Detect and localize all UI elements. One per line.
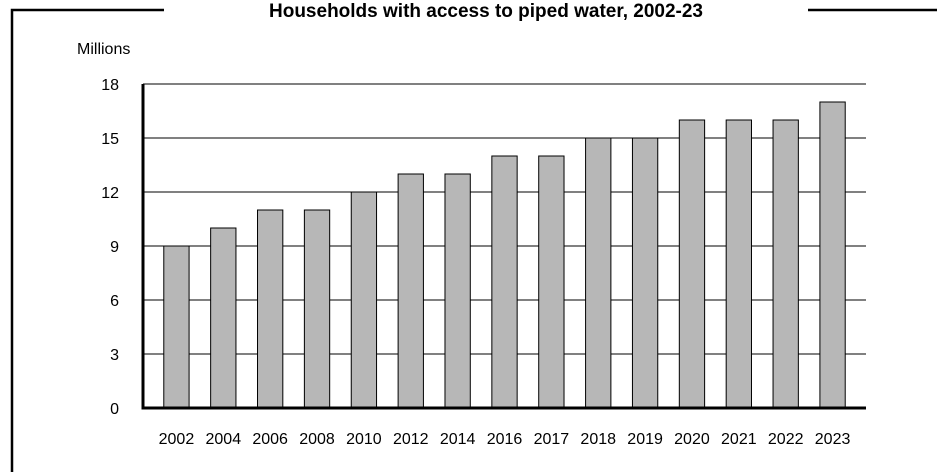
y-tick-labels: 0 3 6 9 12 15 18 [101,77,119,418]
x-tick-label: 2022 [768,431,804,448]
bar-2022 [772,119,799,409]
bar-2020 [678,119,706,409]
bar-2006 [257,209,284,409]
x-tick-label: 2010 [346,431,382,448]
bar-2012 [397,173,424,409]
x-tick-labels: 2002 2004 2006 2008 2010 2012 2014 2016 2017 2018… [159,431,851,448]
bar-2021 [725,119,752,409]
bar-2018 [585,137,612,409]
x-tick-label: 2008 [299,431,335,448]
chart-frame [10,8,937,472]
axes [141,84,866,410]
y-tick-label: 15 [101,131,119,148]
bar-2017 [538,155,565,409]
y-tick-label: 3 [110,347,119,364]
x-tick-label: 2012 [393,431,429,448]
chart-title: Households with access to piped water, 2… [269,1,703,22]
bar-2016 [491,155,518,409]
bar-2023 [819,101,846,409]
y-tick-label: 12 [101,185,119,202]
bars [163,101,846,409]
y-axis-unit-label: Millions [77,41,130,58]
bar-2002 [163,245,190,409]
bar-2014 [444,173,471,409]
x-tick-label: 2006 [252,431,288,448]
bar-2010 [350,191,378,409]
x-tick-label: 2020 [674,431,710,448]
x-tick-label: 2018 [580,431,616,448]
bar-2004 [210,227,237,409]
bar-2019 [631,137,659,409]
x-tick-label: 2021 [721,431,757,448]
y-tick-label: 6 [110,293,119,310]
x-tick-label: 2004 [206,431,242,448]
x-tick-label: 2002 [159,431,195,448]
bar-2008 [303,209,331,409]
y-tick-label: 0 [110,401,119,418]
x-tick-label: 2016 [487,431,523,448]
x-tick-label: 2023 [815,431,851,448]
x-tick-label: 2019 [627,431,663,448]
x-tick-label: 2017 [534,431,570,448]
x-tick-label: 2014 [440,431,476,448]
y-tick-label: 9 [110,239,119,256]
y-tick-label: 18 [101,77,119,94]
